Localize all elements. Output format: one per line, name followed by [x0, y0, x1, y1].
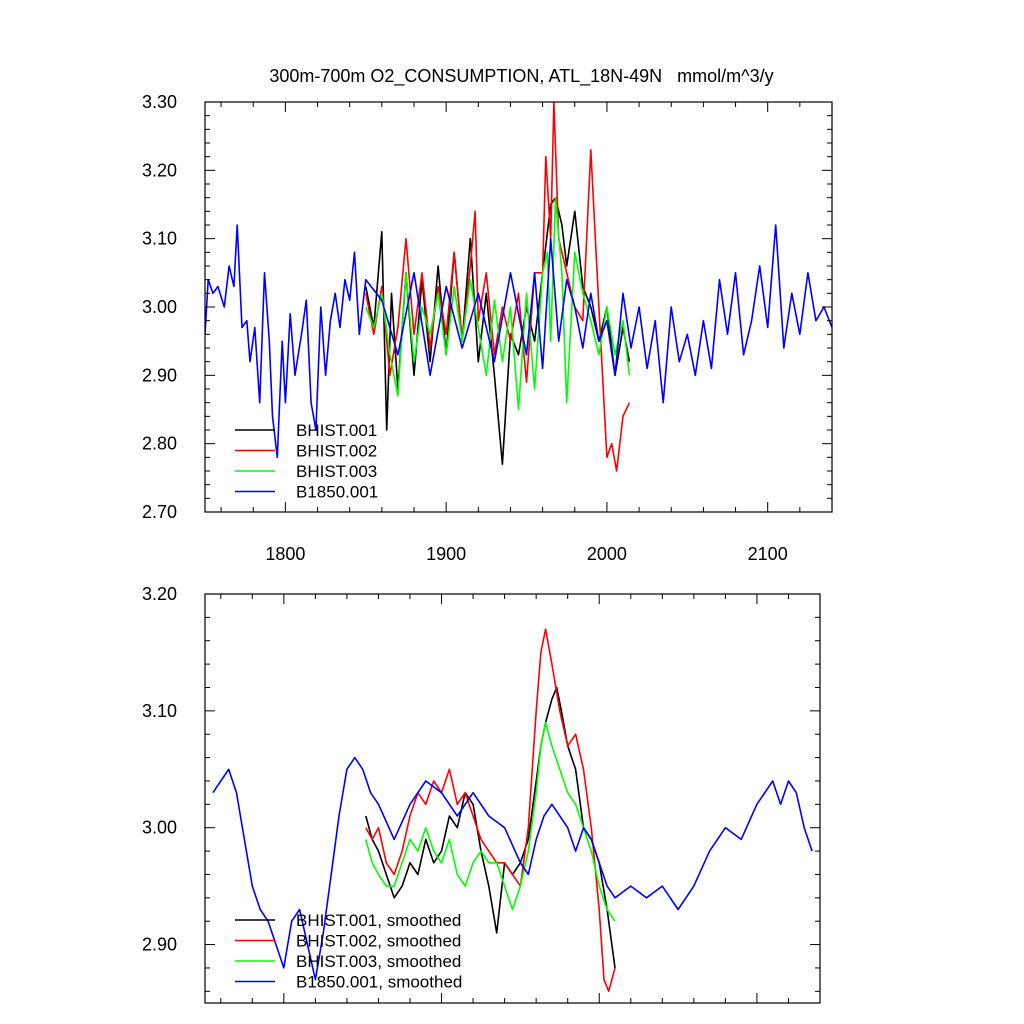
legend-label: BHIST.001, smoothed [296, 911, 461, 930]
chart-title: 300m-700m O2_CONSUMPTION, ATL_18N-49N mm… [269, 66, 773, 87]
legend-label: BHIST.002 [296, 442, 377, 461]
legend-label: BHIST.002, smoothed [296, 932, 461, 951]
series-line-bhist-003 [365, 196, 631, 411]
legend-label: BHIST.003, smoothed [296, 952, 461, 971]
bottom-chart-panel: 2.90 3.00 3.10 3.20 BHIST.001, smoothed BHIST… [142, 584, 821, 1004]
y-tick-label: 3.10 [142, 701, 177, 721]
y-tick-label: 3.20 [142, 584, 177, 604]
legend-label: BHIST.003 [296, 462, 377, 481]
y-tick-label: 3.30 [142, 92, 177, 112]
series-line-bhist-003-smoothed [365, 721, 616, 922]
top-chart-panel: 1800 1900 2000 2100 2.70 2.80 2.90 3.00 3.10 3.20… [142, 66, 833, 564]
y-tick-label: 2.90 [142, 365, 177, 385]
y-tick-label: 3.20 [142, 160, 177, 180]
series-line-bhist-001-smoothed [365, 686, 616, 969]
y-tick-label: 3.10 [142, 229, 177, 249]
plot-frame [204, 593, 821, 1004]
x-tick-label: 2000 [587, 544, 627, 564]
x-tick-label: 1800 [265, 544, 305, 564]
series-line-bhist-002 [365, 102, 631, 472]
legend-label: B1850.001, smoothed [296, 973, 462, 992]
y-tick-label: 3.00 [142, 297, 177, 317]
y-tick-label: 2.80 [142, 434, 177, 454]
series-line-b1850-001 [205, 224, 832, 459]
legend-label: B1850.001 [296, 483, 378, 502]
y-tick-label: 3.00 [142, 818, 177, 838]
x-tick-label: 2100 [748, 544, 788, 564]
series-line-b1850-001-smoothed [212, 756, 813, 981]
y-tick-label: 2.70 [142, 502, 177, 522]
x-tick-label: 1900 [426, 544, 466, 564]
y-tick-label: 2.90 [142, 935, 177, 955]
legend-label: BHIST.001 [296, 421, 377, 440]
